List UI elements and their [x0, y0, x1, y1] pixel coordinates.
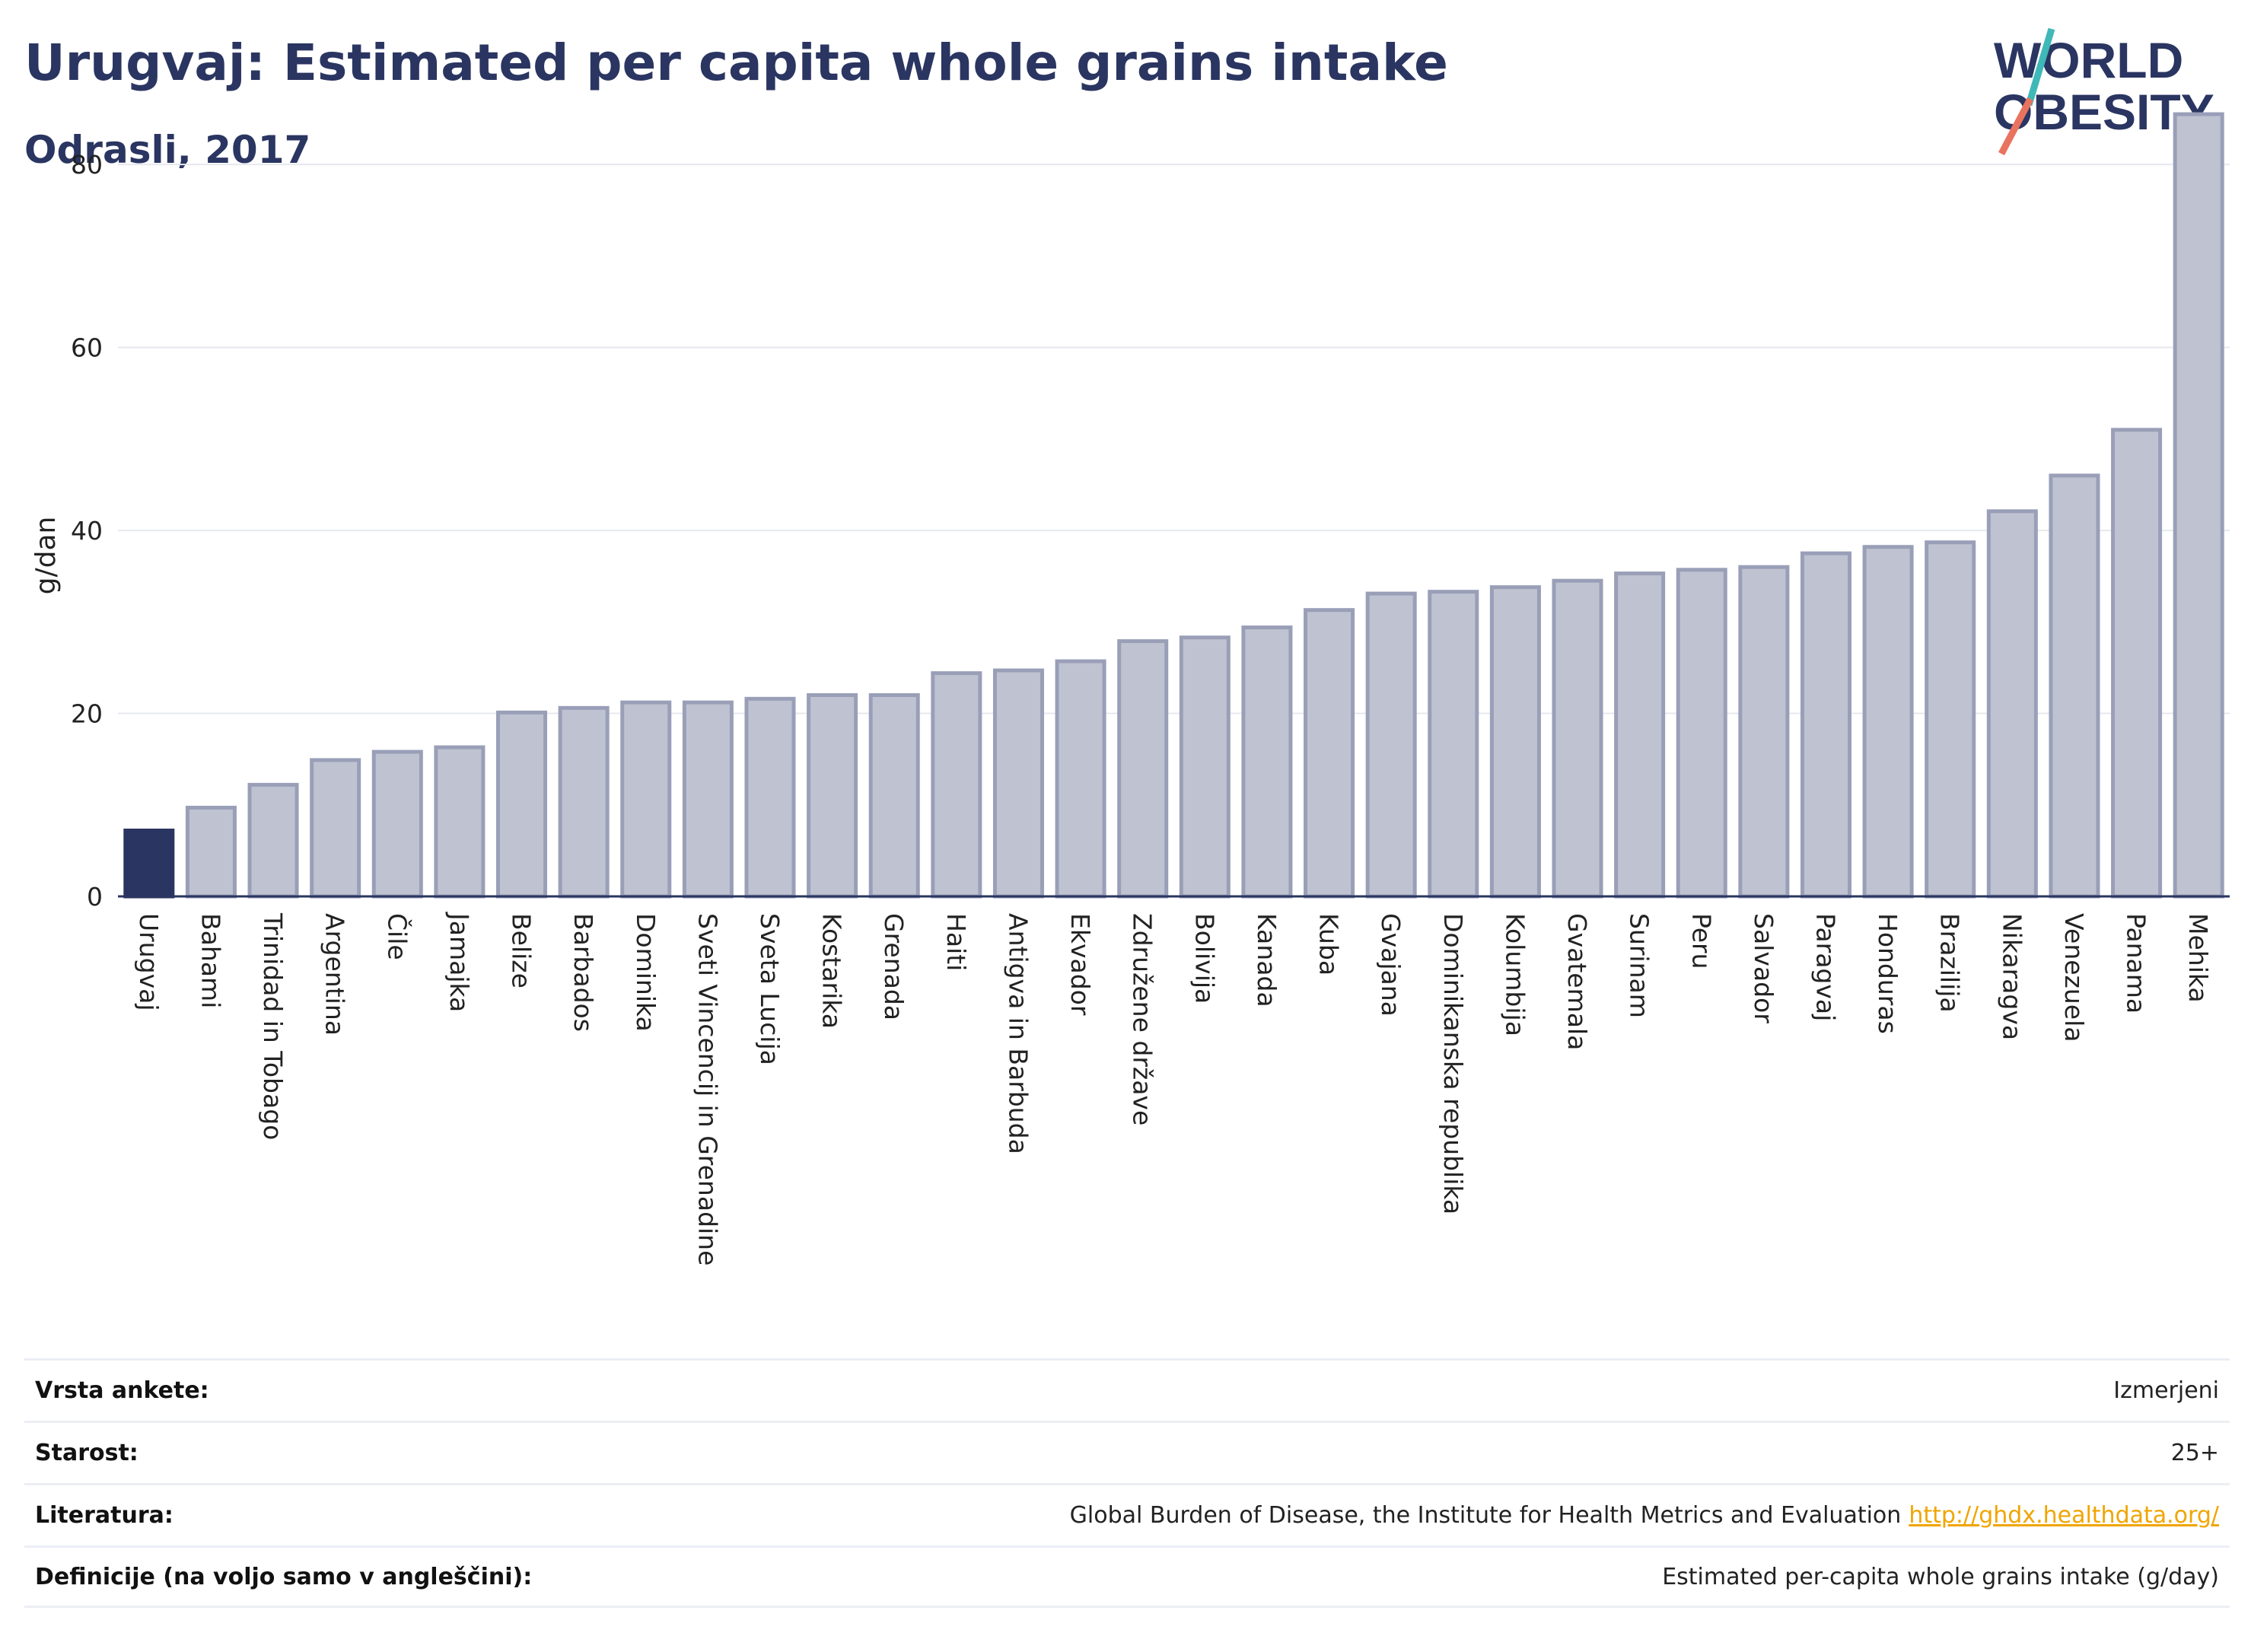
x-category-labels: Urugvaj Bahami Trinidad in Tobago Argentina… [134, 912, 2213, 1265]
bar [1179, 635, 1231, 899]
x-tick-label: Sveti Vincencij in Grenadine [692, 913, 722, 1265]
bar [1676, 568, 1727, 899]
x-tick-label: Nikaragva [1997, 913, 2027, 1040]
x-tick-label: Ekvador [1065, 913, 1095, 1016]
bar [123, 828, 175, 899]
x-tick-label: Grenada [879, 913, 909, 1020]
logo-slash-teal [2025, 27, 2055, 107]
x-tick-label: Honduras [1873, 913, 1902, 1034]
bar [682, 700, 734, 899]
x-tick-label: Kuba [1314, 913, 1344, 976]
info-key: Starost: [35, 1440, 138, 1466]
x-tick-label: Argentina [320, 913, 350, 1036]
bar-chart: 0 20 40 60 80 Urugvaj Bahami Trinidad in Tobag… [30, 112, 2230, 1265]
info-row-references: Literatura: Global Burden of Disease, th… [24, 1483, 2230, 1545]
x-tick-label: Peru [1686, 913, 1716, 969]
info-key: Vrsta ankete: [35, 1377, 209, 1404]
bar [496, 710, 548, 899]
info-value: Global Burden of Disease, the Institute … [1070, 1502, 2219, 1529]
bar [1552, 578, 1603, 899]
bar [1304, 608, 1355, 899]
bar [1614, 571, 1666, 899]
info-row-age: Starost: 25+ [24, 1421, 2230, 1483]
bar [1862, 545, 1914, 899]
chart-title: Urugvaj: Estimated per capita whole grai… [24, 33, 1448, 92]
logo-word-world: WORLD [1994, 32, 2183, 88]
y-tick-labels: 0 20 40 60 80 [71, 150, 103, 912]
bar [807, 693, 858, 899]
bar [744, 696, 796, 899]
bar [247, 782, 299, 899]
bar [310, 758, 361, 899]
x-tick-label: Jamajka [444, 912, 474, 1012]
bar [1428, 590, 1479, 899]
x-tick-label: Paragvaj [1810, 913, 1840, 1021]
x-tick-label: Haiti [941, 913, 971, 971]
bar [931, 671, 982, 899]
y-tick-label: 20 [71, 699, 103, 729]
bar [1800, 551, 1852, 899]
info-row-definitions: Definicije (na voljo samo v angleščini):… [24, 1545, 2230, 1608]
x-tick-label: Sveta Lucija [755, 913, 785, 1065]
bar [558, 705, 610, 899]
bar [1055, 659, 1106, 899]
info-value: Izmerjeni [2113, 1377, 2219, 1404]
bars [123, 112, 2224, 899]
x-tick-label: Surinam [1625, 913, 1654, 1018]
info-table: Vrsta ankete: Izmerjeni Starost: 25+ Lit… [24, 1358, 2230, 1608]
x-tick-label: Barbados [568, 913, 598, 1032]
info-value: Estimated per-capita whole grains intake… [1662, 1563, 2219, 1590]
x-tick-label: Združene države [1128, 913, 1157, 1125]
bar [2049, 473, 2100, 899]
info-key: Literatura: [35, 1502, 174, 1529]
y-tick-label: 80 [71, 150, 103, 180]
x-tick-label: Bolivija [1189, 913, 1219, 1004]
y-tick-label: 0 [87, 882, 103, 912]
x-tick-label: Dominikanska republika [1438, 913, 1468, 1214]
x-tick-label: Salvador [1749, 913, 1778, 1023]
info-value: 25+ [2170, 1440, 2219, 1466]
x-tick-label: Panama [2122, 913, 2151, 1014]
x-tick-label: Brazilija [1935, 913, 1965, 1013]
bar [1241, 625, 1293, 899]
bar [1489, 585, 1541, 899]
bar [1925, 540, 1976, 899]
bar [1365, 591, 1417, 899]
x-tick-label: Bahami [196, 913, 225, 1008]
x-tick-label: Dominika [631, 913, 661, 1032]
x-tick-label: Belize [507, 913, 536, 988]
bar [434, 745, 486, 899]
x-tick-label: Urugvaj [134, 913, 164, 1011]
y-axis-label: g/dan [30, 517, 62, 595]
x-tick-label: Trinidad in Tobago [258, 912, 288, 1140]
bar [1117, 639, 1169, 899]
bar [371, 750, 423, 899]
reference-text: Global Burden of Disease, the Institute … [1069, 1502, 1902, 1529]
reference-link[interactable]: http://ghdx.healthdata.org/ [1909, 1502, 2219, 1529]
x-tick-label: Gvatemala [1562, 913, 1592, 1050]
y-tick-label: 60 [71, 333, 103, 363]
bar [2173, 112, 2224, 899]
x-tick-label: Kolumbija [1500, 913, 1530, 1036]
bar [185, 805, 237, 899]
x-tick-label: Antigva in Barbuda [1003, 913, 1033, 1154]
bar [1738, 565, 1790, 899]
x-tick-label: Čile [382, 913, 412, 960]
info-key: Definicije (na voljo samo v angleščini): [35, 1563, 533, 1590]
info-row-survey-type: Vrsta ankete: Izmerjeni [24, 1358, 2230, 1421]
x-tick-label: Mehika [2183, 913, 2213, 1003]
x-tick-label: Kostarika [817, 913, 847, 1029]
y-tick-label: 40 [71, 516, 103, 546]
x-tick-label: Gvajana [1376, 913, 1406, 1017]
x-tick-label: Venezuela [2059, 913, 2089, 1042]
bar [1986, 509, 2038, 899]
logo-slash-coral [1998, 97, 2033, 156]
x-tick-label: Kanada [1252, 913, 1282, 1007]
bar [2111, 428, 2163, 899]
bar [620, 700, 672, 899]
bar [992, 668, 1044, 899]
bar [868, 693, 920, 899]
